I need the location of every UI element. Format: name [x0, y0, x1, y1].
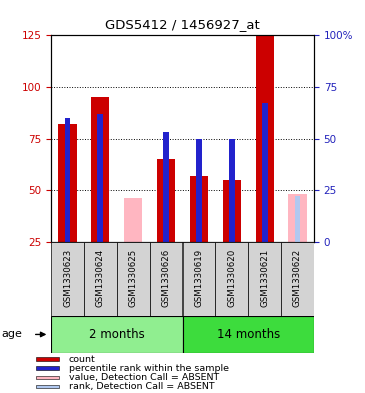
Bar [97, 114, 103, 242]
Text: GSM1330626: GSM1330626 [162, 248, 170, 307]
Bar [248, 242, 281, 316]
Text: value, Detection Call = ABSENT: value, Detection Call = ABSENT [69, 373, 219, 382]
Text: GSM1330624: GSM1330624 [96, 248, 105, 307]
Bar [196, 138, 202, 242]
Text: GSM1330620: GSM1330620 [227, 248, 236, 307]
Bar [190, 176, 208, 242]
Text: GSM1330623: GSM1330623 [63, 248, 72, 307]
Bar [182, 316, 314, 353]
Bar [223, 180, 241, 242]
Bar [36, 357, 59, 361]
Bar [36, 375, 59, 379]
Bar [163, 132, 169, 242]
Text: GDS5412 / 1456927_at: GDS5412 / 1456927_at [105, 18, 260, 31]
Bar [124, 198, 142, 242]
Bar [58, 124, 77, 242]
Bar [182, 242, 215, 316]
Bar [255, 35, 274, 242]
Text: GSM1330622: GSM1330622 [293, 248, 302, 307]
Bar [51, 242, 84, 316]
Bar [91, 97, 110, 242]
Bar [262, 103, 268, 242]
Bar [281, 242, 314, 316]
Bar [157, 159, 175, 242]
Bar [150, 242, 182, 316]
Text: percentile rank within the sample: percentile rank within the sample [69, 364, 229, 373]
Text: 2 months: 2 months [89, 328, 145, 341]
Bar [65, 118, 70, 242]
Bar [36, 366, 59, 370]
Text: GSM1330625: GSM1330625 [129, 248, 138, 307]
Bar [36, 385, 59, 388]
Bar [215, 242, 248, 316]
Bar [51, 316, 182, 353]
Bar [84, 242, 117, 316]
Bar [229, 138, 235, 242]
Text: rank, Detection Call = ABSENT: rank, Detection Call = ABSENT [69, 382, 215, 391]
Bar [295, 196, 300, 242]
Text: count: count [69, 354, 96, 364]
Bar [288, 194, 307, 242]
Text: GSM1330621: GSM1330621 [260, 248, 269, 307]
Bar [117, 242, 150, 316]
Text: age: age [2, 329, 23, 340]
Text: GSM1330619: GSM1330619 [195, 248, 203, 307]
Text: 14 months: 14 months [216, 328, 280, 341]
